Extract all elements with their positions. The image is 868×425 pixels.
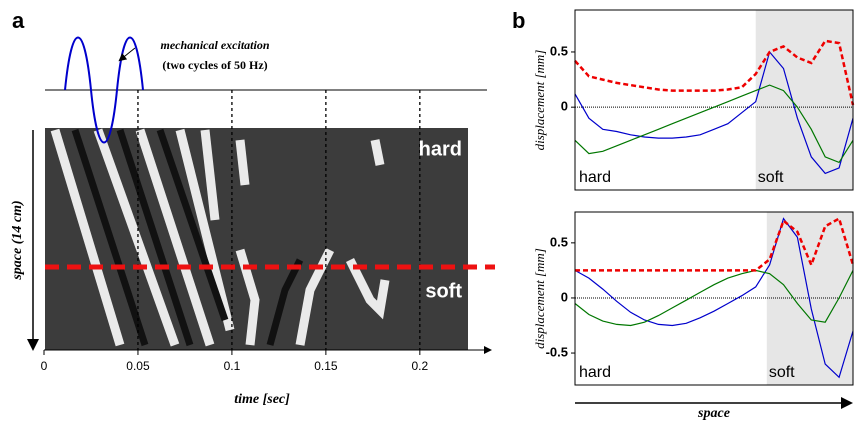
y-axis-label: space (14 cm) [10, 200, 25, 280]
soft-region [755, 10, 853, 190]
y-axis-label: displacement [mm] [532, 248, 547, 349]
y-axis-label: displacement [mm] [532, 50, 547, 151]
series-line [574, 84, 854, 164]
series-line [574, 269, 854, 327]
plot-frame [574, 211, 854, 386]
panel-label: a [12, 8, 25, 33]
annotation: mechanical excitation [161, 38, 270, 52]
region-label: soft [425, 280, 462, 302]
region-label: soft [758, 169, 784, 186]
x-tick-label: 0.2 [411, 359, 428, 373]
spatiotemporal-image [45, 128, 468, 350]
region-label: hard [579, 364, 611, 381]
annotation-arrow [118, 47, 136, 62]
x-tick-label: 0.15 [314, 359, 338, 373]
x-axis-label: space [697, 406, 730, 421]
soft-region [766, 212, 853, 385]
plot-frame [574, 9, 854, 191]
series-line [574, 39, 855, 106]
y-tick-label: -0.5 [546, 344, 568, 359]
region-label: hard [419, 138, 462, 160]
y-tick-label: 0.5 [550, 43, 568, 58]
series-line [574, 50, 854, 175]
panel-label: b [512, 8, 525, 33]
x-tick-label: 0.05 [126, 359, 150, 373]
series-line [575, 216, 855, 272]
region-label: soft [769, 364, 795, 381]
annotation: (two cycles of 50 Hz) [162, 58, 267, 72]
y-tick-label: 0 [561, 99, 568, 114]
x-tick-label: 0.1 [224, 359, 241, 373]
region-label: hard [579, 169, 611, 186]
x-tick-label: 0 [41, 359, 48, 373]
series-line [574, 217, 854, 379]
y-tick-label: 0.5 [550, 234, 568, 249]
y-tick-label: 0 [561, 289, 568, 304]
x-axis-label: time [sec] [234, 392, 290, 407]
excitation-wave [64, 36, 144, 144]
